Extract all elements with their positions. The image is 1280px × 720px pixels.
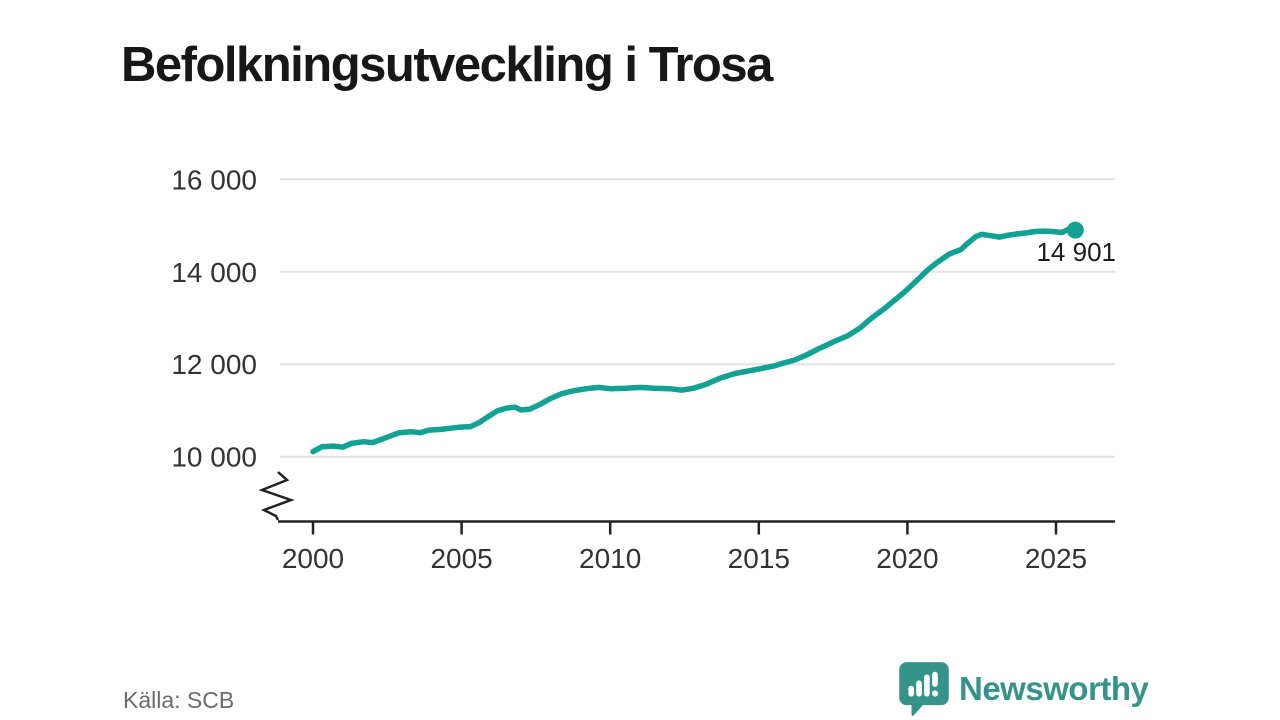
x-tick-label: 2020 — [876, 543, 938, 574]
x-tick-label: 2000 — [282, 543, 344, 574]
y-tick-label: 12 000 — [171, 349, 257, 380]
brand-name: Newsworthy — [959, 670, 1149, 707]
y-tick-label: 16 000 — [171, 164, 257, 195]
x-tick-label: 2010 — [579, 543, 641, 574]
x-tick-label: 2005 — [430, 543, 492, 574]
y-tick-label: 14 000 — [171, 257, 257, 288]
y-tick-label: 10 000 — [171, 442, 257, 473]
x-tick-label: 2015 — [728, 543, 790, 574]
bar-short — [908, 685, 914, 697]
exclamation-dot — [931, 690, 939, 697]
data-series: 14 901 — [310, 221, 1116, 455]
bar-medium — [916, 680, 922, 697]
series-line — [310, 226, 1079, 455]
axis-break-zigzag-icon — [258, 471, 295, 521]
source-note: Källa: SCB — [123, 687, 235, 713]
exclamation-bar — [932, 671, 938, 687]
x-tick-label: 2025 — [1025, 543, 1087, 574]
bar-tall — [924, 674, 930, 697]
latest-value-label: 14 901 — [1036, 237, 1116, 267]
gridlines — [280, 178, 1115, 458]
x-axis-ticks: 2000 2005 2010 2015 2020 2025 — [282, 521, 1087, 574]
x-axis: 2000 2005 2010 2015 2020 2025 — [258, 471, 1115, 574]
newsworthy-logo-icon — [899, 662, 949, 716]
branding: Newsworthy — [898, 661, 1149, 717]
chart-title: Befolkningsutveckling i Trosa — [121, 37, 773, 92]
speech-bubble-shape — [899, 662, 949, 716]
latest-value-dot — [1066, 221, 1084, 239]
y-axis-tick-labels: 10 000 12 000 14 000 16 000 — [171, 164, 257, 472]
